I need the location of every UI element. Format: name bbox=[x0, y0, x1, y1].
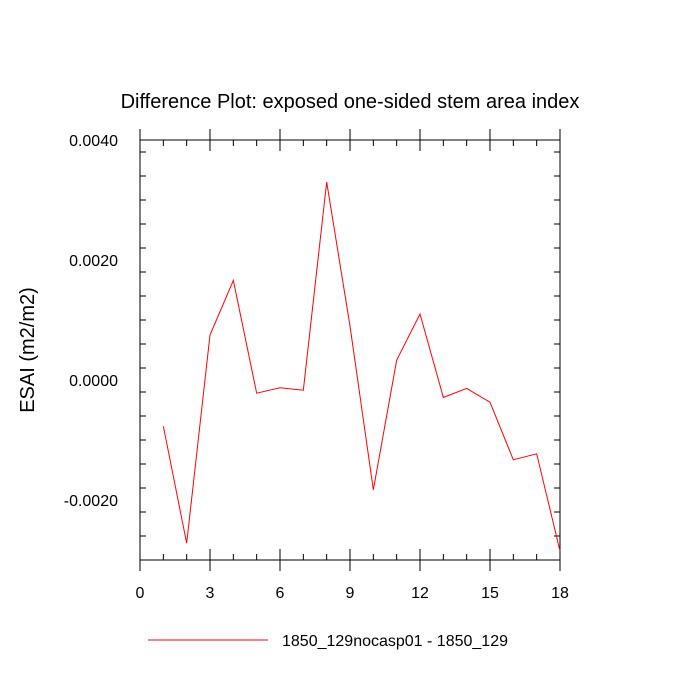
x-tick-label: 0 bbox=[136, 585, 145, 602]
y-tick-label: -0.0020 bbox=[64, 493, 118, 510]
plot-frame bbox=[139, 139, 561, 561]
legend-label: 1850_129nocasp01 - 1850_129 bbox=[282, 633, 508, 650]
y-tick-label: 0.0020 bbox=[69, 253, 118, 270]
x-tick-label: 18 bbox=[551, 585, 569, 602]
x-tick-label: 12 bbox=[411, 585, 429, 602]
chart-title: Difference Plot: exposed one-sided stem … bbox=[121, 91, 580, 113]
axis-ticks bbox=[139, 129, 561, 571]
x-tick-label: 6 bbox=[276, 585, 285, 602]
legend: 1850_129nocasp01 - 1850_129 bbox=[148, 633, 508, 650]
y-tick-label: 0.0040 bbox=[69, 133, 118, 150]
x-tick-label: 15 bbox=[481, 585, 499, 602]
tick-labels: 0 3 6 9 12 15 18 0.0040 0.0020 0.0000 -0.0020 bbox=[64, 133, 569, 602]
y-axis-label: ESAI (m2/m2) bbox=[17, 287, 39, 413]
y-tick-label: 0.0000 bbox=[69, 373, 118, 390]
x-tick-label: 9 bbox=[346, 585, 355, 602]
x-tick-label: 3 bbox=[206, 585, 215, 602]
series-line bbox=[162, 181, 561, 552]
plot-area bbox=[162, 181, 561, 552]
